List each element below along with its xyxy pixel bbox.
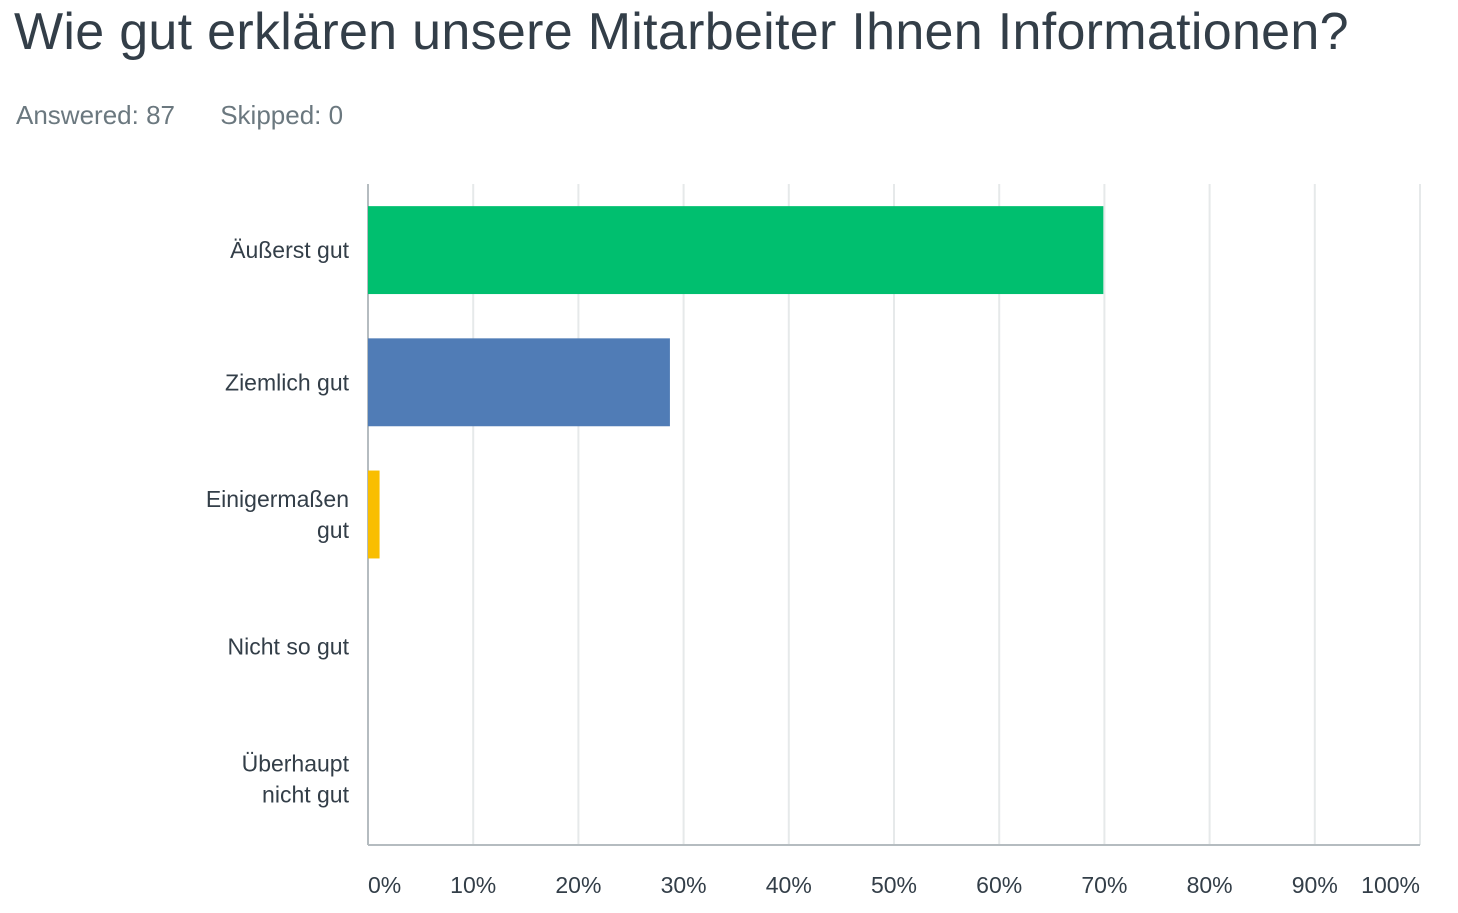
category-label: Äußerst gut	[230, 237, 349, 263]
x-tick-label: 30%	[661, 872, 707, 898]
x-tick-label: 60%	[976, 872, 1022, 898]
bar	[368, 206, 1104, 295]
x-tick-label: 20%	[555, 872, 601, 898]
category-label: gut	[317, 517, 350, 543]
bar	[368, 470, 380, 559]
x-tick-label: 50%	[871, 872, 917, 898]
category-label: Einigermaßen	[206, 486, 349, 512]
x-tick-label: 80%	[1187, 872, 1233, 898]
x-tick-label: 40%	[766, 872, 812, 898]
question-title: Wie gut erklären unsere Mitarbeiter Ihne…	[14, 3, 1349, 61]
response-stats: Answered: 87 Skipped: 0	[16, 98, 381, 132]
skipped-count: Skipped: 0	[220, 100, 344, 130]
category-label: nicht gut	[262, 781, 350, 807]
x-tick-label: 70%	[1081, 872, 1127, 898]
bar	[368, 338, 670, 427]
category-label: Nicht so gut	[228, 634, 350, 660]
x-tick-label: 90%	[1292, 872, 1338, 898]
x-tick-label: 0%	[368, 872, 401, 898]
category-label: Ziemlich gut	[225, 369, 350, 395]
x-tick-label: 100%	[1361, 872, 1420, 898]
answered-count: Answered: 87	[16, 100, 175, 130]
category-label: Überhaupt	[242, 750, 350, 776]
x-tick-label: 10%	[450, 872, 496, 898]
